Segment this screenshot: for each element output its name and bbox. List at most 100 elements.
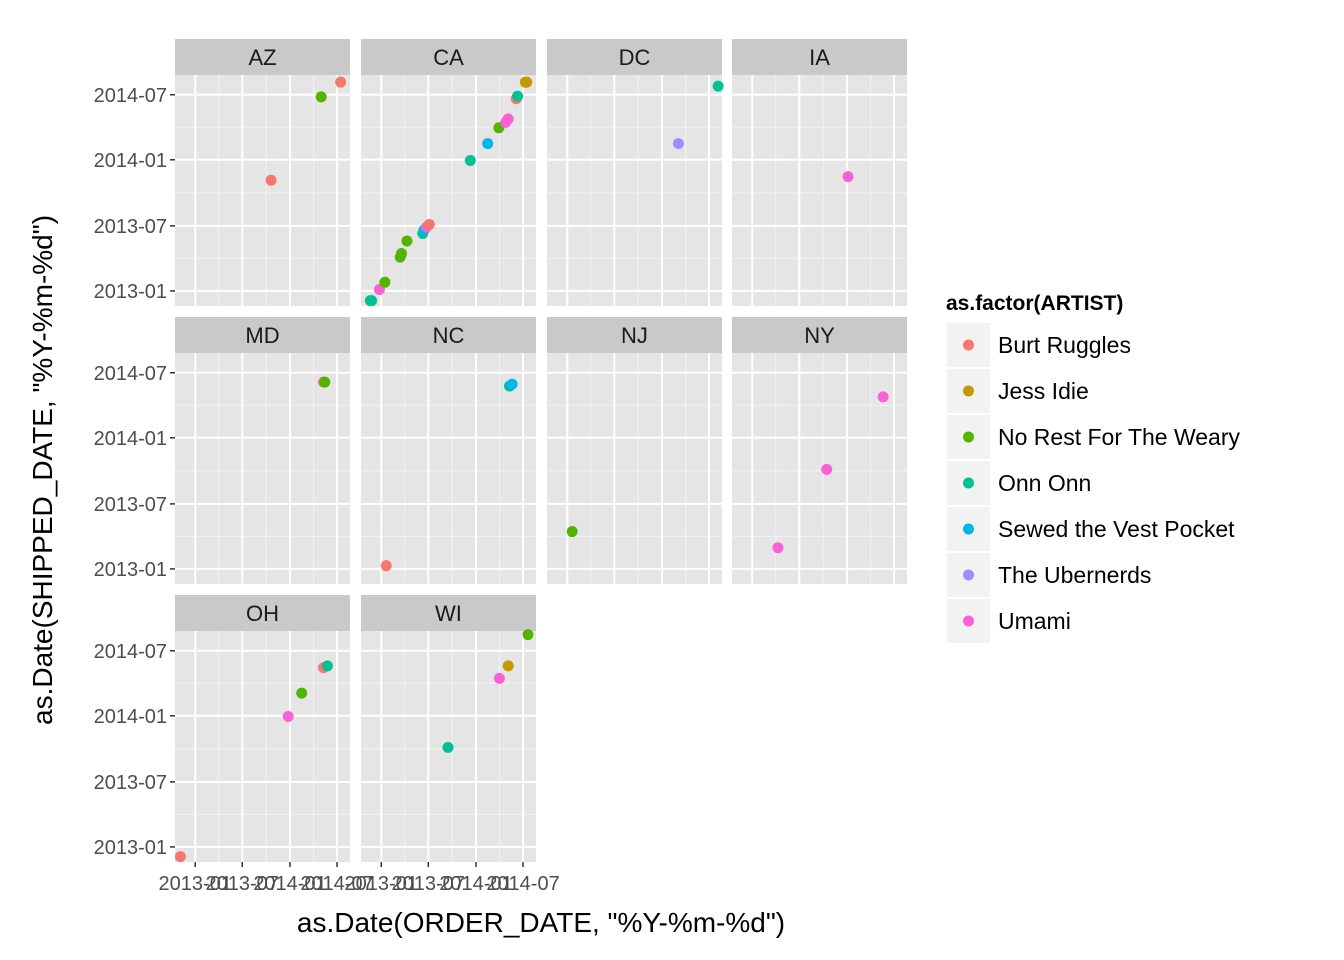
facet-md: MD 2013-01 2013-07 2014-01 2014-07 [94,317,350,584]
data-point [502,113,514,125]
x-tick-label: 2013-01 [345,873,418,895]
data-point [877,391,889,403]
data-point [366,295,378,307]
facet-az: AZ 2013-01 2013-07 2014-01 2014-07 [94,39,350,306]
data-point [502,660,514,672]
data-point [772,542,784,554]
y-tick-label: 2013-07 [94,772,167,794]
facet-label: WI [435,601,462,626]
legend-key-dot [963,615,974,627]
y-tick-label: 2014-01 [94,428,167,450]
legend-item: Jess Idie [947,369,1089,413]
facet-label: NY [804,323,835,348]
facet-label: DC [619,45,651,70]
data-point [379,276,391,288]
data-point [566,526,578,538]
facet-strip [175,595,350,631]
legend-item: Burt Ruggles [947,323,1131,367]
data-point [464,155,476,167]
legend-key-dot [963,431,974,443]
legend-item: Sewed the Vest Pocket [947,507,1235,551]
legend-label: Sewed the Vest Pocket [998,516,1235,542]
data-point [265,174,277,186]
facet-strip [361,595,536,631]
facet-strip [361,317,536,353]
facet-label: IA [809,45,830,70]
x-tick-label: 2013-07 [392,873,465,895]
facet-label: NC [433,323,465,348]
y-tick-label: 2013-07 [94,494,167,516]
legend-label: Jess Idie [998,378,1089,404]
data-point [506,378,518,390]
legend-item: Onn Onn [947,461,1091,505]
panel-background [547,353,722,584]
facet-label: AZ [248,45,276,70]
data-point [321,660,333,672]
legend-key-dot [963,523,974,535]
legend-label: Burt Ruggles [998,332,1131,358]
facet-label: NJ [621,323,648,348]
facet-nj: NJ [547,317,722,584]
data-point [522,629,534,641]
facet-strip [732,317,907,353]
legend-label: Onn Onn [998,470,1091,496]
x-tick-label: 2014-07 [300,873,373,895]
data-point [712,80,724,92]
y-tick-label: 2014-01 [94,706,167,728]
facet-strip [732,39,907,75]
data-point [842,171,854,183]
x-tick-label: 2014-01 [439,873,512,895]
y-tick-label: 2014-07 [94,641,167,663]
legend-key-dot [963,569,974,581]
data-point [521,76,533,88]
data-point [512,90,524,102]
facet-strip [175,39,350,75]
data-point [315,91,327,103]
y-tick-label: 2013-01 [94,837,167,859]
data-point [296,687,308,699]
facet-nc: NC [361,317,536,584]
facet-ia: IA [732,39,907,306]
data-point [493,672,505,684]
panel-background [732,353,907,584]
panel-background [547,75,722,306]
legend-title: as.factor(ARTIST) [946,292,1123,315]
facet-strip [361,39,536,75]
panel-background [361,353,536,584]
facet-label: OH [246,601,279,626]
y-tick-label: 2013-07 [94,216,167,238]
panel-background [175,75,350,306]
data-point [380,560,392,572]
facet-label: MD [245,323,279,348]
legend-key-dot [963,339,974,351]
y-tick-label: 2014-07 [94,363,167,385]
data-point [672,138,684,150]
legend: as.factor(ARTIST) Burt Ruggles Jess Idie N… [946,292,1241,643]
x-tick-label: 2013-01 [159,873,232,895]
facet-label: CA [433,45,464,70]
facet-strip [547,317,722,353]
legend-item: No Rest For The Weary [947,415,1241,459]
data-point [423,218,435,230]
data-point [282,711,294,723]
panel-background [732,75,907,306]
data-point [442,741,454,753]
data-point [396,248,408,260]
facet-ny: NY [732,317,907,584]
legend-label: Umami [998,608,1071,634]
panel-background [361,75,536,306]
facet-ca: CA [361,39,536,307]
legend-item: The Ubernerds [947,553,1151,597]
y-tick-label: 2013-01 [94,559,167,581]
data-point [821,463,833,475]
data-point [401,235,413,247]
y-tick-label: 2014-07 [94,85,167,107]
data-point [174,851,186,863]
data-point [335,76,347,88]
legend-item: Umami [947,599,1071,643]
x-tick-label: 2013-07 [206,873,279,895]
x-tick-label: 2014-07 [486,873,559,895]
legend-key-dot [963,477,974,489]
